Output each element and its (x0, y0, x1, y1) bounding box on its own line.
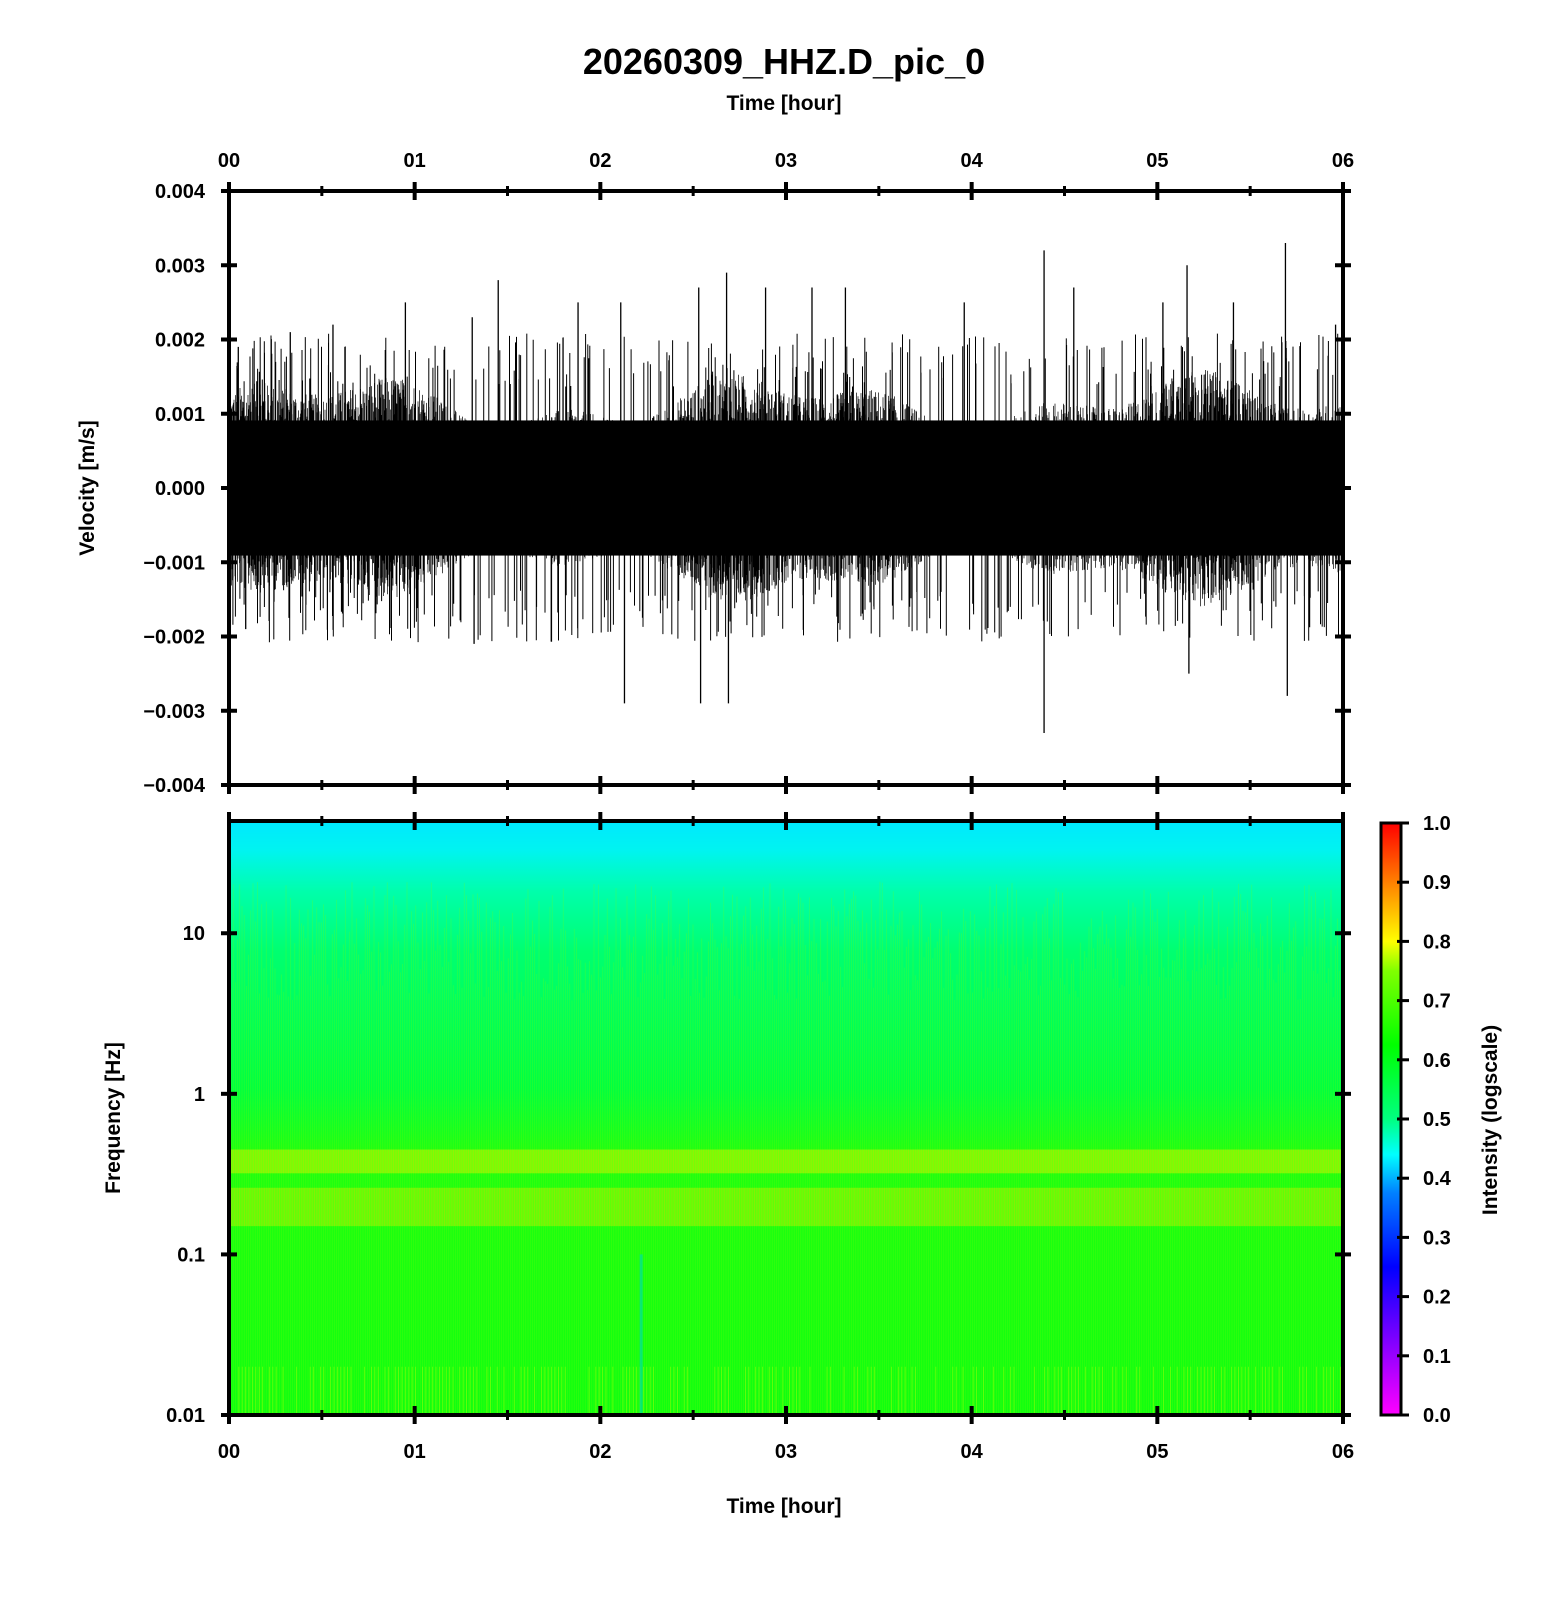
waveform-top-x-tick-label: 01 (404, 150, 426, 172)
waveform-top-x-tick-label: 00 (218, 150, 240, 172)
waveform-y-tick-label: −0.003 (143, 701, 205, 723)
colorbar-tick-label: 0.2 (1423, 1287, 1451, 1309)
spectrogram-ticks: 00 01 02 03 04 05 06 10 1 0.1 0.01 (166, 812, 1354, 1463)
waveform-top-x-tick-label: 04 (961, 150, 984, 172)
spectrogram-x-tick-label: 05 (1146, 1441, 1168, 1463)
spectrogram-band-lower (231, 1187, 1341, 1227)
waveform-ticks: 00 01 02 03 04 05 06 0.004 0.003 0.002 0.001 0.000 −… (143, 150, 1354, 797)
colorbar-tick-label: 0.6 (1423, 1050, 1451, 1072)
spectrogram-lowfreq-columns (238, 1366, 1341, 1413)
waveform-y-tick-label: −0.004 (143, 775, 206, 797)
spectrogram-y-tick-label: 0.01 (166, 1405, 205, 1427)
waveform-top-x-tick-label: 06 (1332, 150, 1354, 172)
waveform-y-tick-label: −0.001 (143, 552, 205, 574)
colorbar-tick-label: 0.4 (1423, 1168, 1452, 1190)
spectrogram-field (229, 821, 1343, 1415)
spectrogram-x-tick-label: 02 (589, 1441, 611, 1463)
spectrogram-y-tick-label: 10 (183, 923, 205, 945)
spectrogram-x-tick-label: 06 (1332, 1441, 1354, 1463)
colorbar-tick-label: 0.0 (1423, 1405, 1451, 1427)
spectrogram-y-axis-label: Frequency [Hz] (102, 1042, 125, 1194)
spectrogram-x-tick-label: 01 (404, 1441, 426, 1463)
spectrogram-y-tick-label: 1 (194, 1084, 205, 1106)
waveform-top-x-tick-label: 05 (1146, 150, 1168, 172)
top-x-axis-label: Time [hour] (726, 92, 841, 115)
colorbar-tick-label: 0.1 (1423, 1346, 1451, 1368)
colorbar-tick-label: 0.7 (1423, 991, 1451, 1013)
waveform-y-tick-label: 0.000 (155, 478, 205, 500)
colorbar-ticks: 1.0 0.9 0.8 0.7 0.6 0.5 0.4 0.3 0.2 0.1 0.0 (1397, 813, 1452, 1427)
colorbar-tick-label: 0.5 (1423, 1109, 1451, 1131)
spectrogram-x-tick-label: 03 (775, 1441, 797, 1463)
spectrogram-x-tick-label: 00 (218, 1441, 240, 1463)
chart-title: 20260309_HHZ.D_pic_0 (583, 41, 985, 82)
bottom-x-axis-label: Time [hour] (726, 1495, 841, 1518)
waveform-top-x-tick-label: 02 (589, 150, 611, 172)
colorbar-tick-label: 0.3 (1423, 1227, 1451, 1249)
colorbar-label: Intensity (logscale) (1479, 1025, 1502, 1215)
waveform-panel: 00 01 02 03 04 05 06 0.004 0.003 0.002 0.001 0.000 −… (76, 150, 1354, 797)
colorbar-tick-label: 0.9 (1423, 872, 1451, 894)
waveform-top-x-tick-label: 03 (775, 150, 797, 172)
spectrogram-x-tick-label: 04 (961, 1441, 984, 1463)
spectrogram-band-upper (231, 1149, 1341, 1174)
waveform-y-tick-label: 0.004 (155, 181, 206, 203)
colorbar-tick-label: 1.0 (1423, 813, 1451, 835)
waveform-y-tick-label: −0.002 (143, 627, 205, 649)
colorbar-tick-label: 0.8 (1423, 931, 1451, 953)
waveform-y-tick-label: 0.002 (155, 330, 205, 352)
spectrogram-texture (230, 881, 1341, 1413)
colorbar: 1.0 0.9 0.8 0.7 0.6 0.5 0.4 0.3 0.2 0.1 0.0 Intens… (1379, 813, 1502, 1427)
colorbar-gradient (1381, 823, 1401, 1415)
waveform-trace (230, 242, 1341, 734)
waveform-spikes (232, 333, 1339, 643)
waveform-core (231, 420, 1341, 556)
waveform-y-axis-label: Velocity [m/s] (76, 420, 99, 555)
waveform-y-tick-label: 0.001 (155, 404, 205, 426)
waveform-y-tick-label: 0.003 (155, 255, 205, 277)
spectrogram-y-tick-label: 0.1 (177, 1244, 205, 1266)
